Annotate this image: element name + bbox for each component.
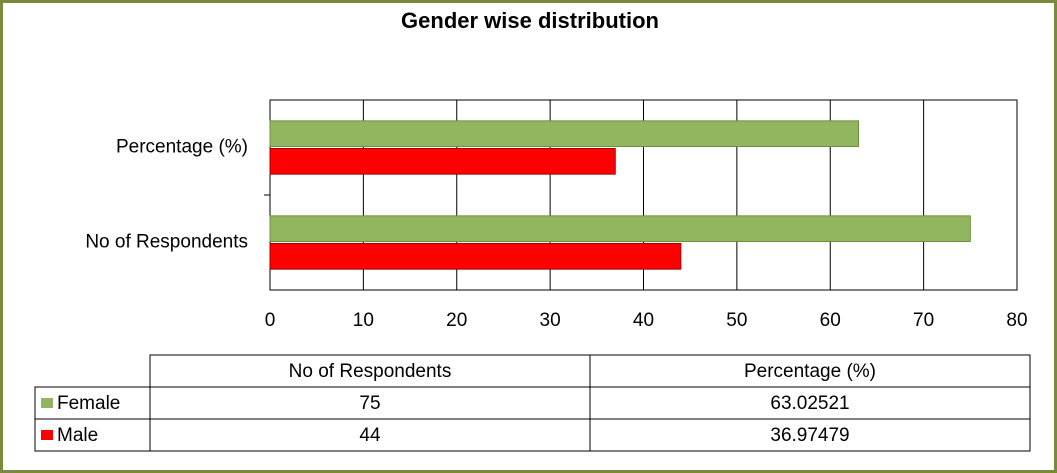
y-tick-label: Percentage (%)	[116, 137, 248, 158]
x-tick-label: 50	[726, 310, 747, 331]
x-tick-label: 80	[1006, 310, 1027, 331]
table-header: Percentage (%)	[744, 361, 876, 382]
x-tick-label: 40	[633, 310, 654, 331]
table-value: 36.97479	[770, 425, 849, 446]
x-tick-label: 10	[353, 310, 374, 331]
table-value: 75	[359, 393, 380, 414]
x-tick-label: 0	[265, 310, 276, 331]
x-tick-label: 30	[540, 310, 561, 331]
legend-swatch	[41, 398, 53, 408]
bar	[269, 243, 682, 270]
bar	[269, 120, 859, 147]
table-header: No of Respondents	[289, 361, 452, 382]
y-tick-label: No of Respondents	[85, 232, 248, 253]
bar	[269, 215, 971, 243]
chart-title: Gender wise distribution	[401, 8, 659, 33]
table-value: 63.02521	[770, 393, 849, 414]
x-tick-label: 60	[820, 310, 841, 331]
legend-label: Female	[57, 393, 120, 414]
x-tick-label: 20	[446, 310, 467, 331]
bar	[269, 148, 616, 175]
legend-label: Male	[57, 425, 98, 446]
legend-swatch	[41, 430, 53, 440]
x-tick-label: 70	[913, 310, 934, 331]
table-cell	[589, 418, 1031, 452]
table-value: 44	[359, 425, 381, 446]
